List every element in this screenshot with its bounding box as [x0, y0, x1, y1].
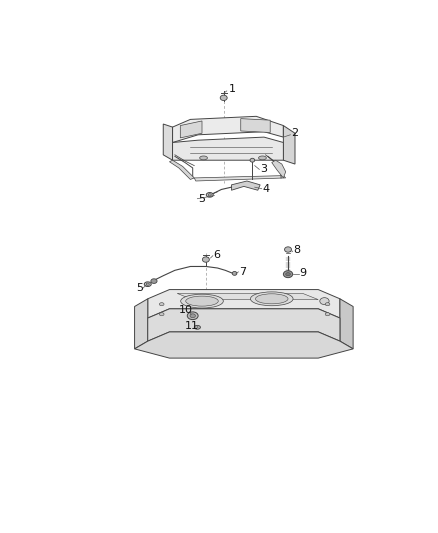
Polygon shape — [177, 294, 318, 300]
Polygon shape — [173, 137, 283, 160]
Polygon shape — [134, 332, 353, 358]
Text: 10: 10 — [179, 305, 193, 316]
Text: 9: 9 — [300, 269, 307, 278]
Ellipse shape — [283, 271, 293, 278]
Ellipse shape — [208, 193, 211, 196]
Ellipse shape — [325, 303, 330, 306]
Ellipse shape — [151, 279, 157, 284]
Polygon shape — [231, 181, 260, 190]
Text: 4: 4 — [262, 184, 269, 193]
Ellipse shape — [250, 158, 255, 162]
Polygon shape — [134, 299, 148, 349]
Text: 5: 5 — [136, 283, 143, 293]
Ellipse shape — [190, 314, 195, 318]
Polygon shape — [283, 126, 295, 164]
Polygon shape — [194, 175, 286, 181]
Ellipse shape — [202, 257, 209, 262]
Polygon shape — [272, 160, 286, 178]
Text: 5: 5 — [198, 193, 205, 204]
Polygon shape — [180, 121, 202, 138]
Ellipse shape — [220, 95, 227, 101]
Ellipse shape — [187, 312, 198, 320]
Ellipse shape — [325, 313, 330, 316]
Ellipse shape — [251, 292, 293, 306]
Polygon shape — [173, 116, 283, 142]
Polygon shape — [170, 160, 194, 180]
Polygon shape — [148, 289, 340, 318]
Text: 3: 3 — [260, 165, 267, 174]
Polygon shape — [241, 119, 270, 133]
Ellipse shape — [206, 192, 213, 197]
Ellipse shape — [186, 296, 218, 306]
Ellipse shape — [255, 294, 288, 304]
Polygon shape — [148, 309, 340, 341]
Ellipse shape — [159, 313, 164, 316]
Ellipse shape — [285, 247, 292, 252]
Ellipse shape — [146, 283, 149, 285]
Text: 8: 8 — [293, 245, 300, 255]
Ellipse shape — [286, 273, 290, 276]
Text: 2: 2 — [291, 128, 298, 138]
Ellipse shape — [194, 325, 201, 329]
Ellipse shape — [200, 156, 208, 160]
Text: 11: 11 — [185, 321, 199, 331]
Polygon shape — [163, 124, 173, 160]
Ellipse shape — [144, 282, 151, 287]
Polygon shape — [340, 299, 353, 349]
Text: 6: 6 — [214, 250, 221, 260]
Ellipse shape — [159, 303, 164, 306]
Text: 7: 7 — [239, 267, 246, 277]
Ellipse shape — [232, 271, 237, 276]
Ellipse shape — [320, 297, 329, 304]
Text: 1: 1 — [228, 84, 235, 94]
Ellipse shape — [258, 156, 266, 160]
Ellipse shape — [181, 294, 223, 308]
